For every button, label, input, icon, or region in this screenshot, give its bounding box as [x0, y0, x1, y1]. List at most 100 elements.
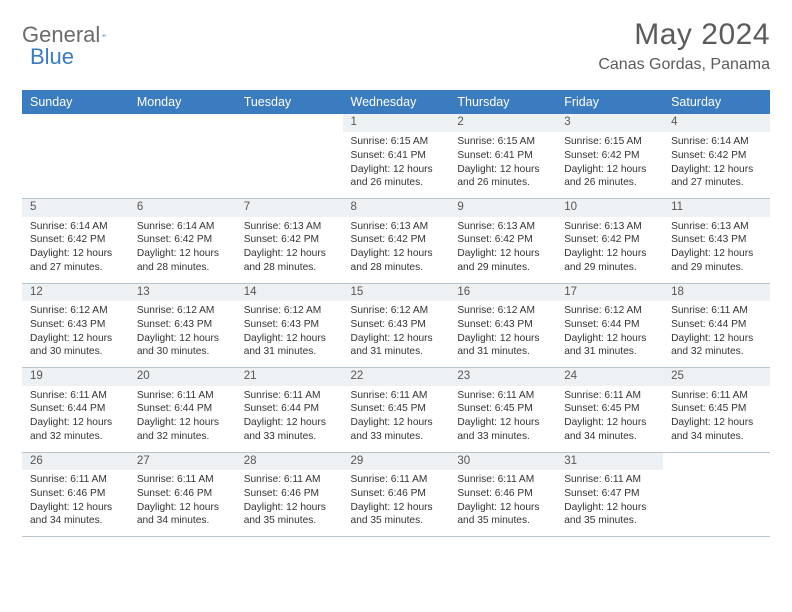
daylight-line: Daylight: 12 hours and 35 minutes.	[457, 501, 548, 529]
sunset-line: Sunset: 6:43 PM	[351, 318, 442, 332]
daylight-line: Daylight: 12 hours and 31 minutes.	[457, 332, 548, 360]
daylight-line: Daylight: 12 hours and 29 minutes.	[671, 247, 762, 275]
brand-text-2: Blue	[30, 44, 74, 70]
weekday-header: Sunday	[22, 90, 129, 114]
sunset-line: Sunset: 6:44 PM	[30, 402, 121, 416]
sunset-line: Sunset: 6:42 PM	[564, 233, 655, 247]
day-number-cell: 23	[449, 368, 556, 386]
day-content-cell: Sunrise: 6:14 AMSunset: 6:42 PMDaylight:…	[663, 132, 770, 198]
day-content-row: Sunrise: 6:15 AMSunset: 6:41 PMDaylight:…	[22, 132, 770, 198]
daylight-line: Daylight: 12 hours and 27 minutes.	[671, 163, 762, 191]
sunrise-line: Sunrise: 6:13 AM	[457, 220, 548, 234]
weekday-header: Monday	[129, 90, 236, 114]
daylight-line: Daylight: 12 hours and 35 minutes.	[564, 501, 655, 529]
daylight-line: Daylight: 12 hours and 34 minutes.	[30, 501, 121, 529]
daylight-line: Daylight: 12 hours and 28 minutes.	[351, 247, 442, 275]
sunrise-line: Sunrise: 6:11 AM	[671, 389, 762, 403]
day-number-cell: 30	[449, 452, 556, 470]
sunset-line: Sunset: 6:43 PM	[244, 318, 335, 332]
day-number-cell: 6	[129, 199, 236, 217]
day-content-cell: Sunrise: 6:12 AMSunset: 6:43 PMDaylight:…	[129, 301, 236, 367]
day-content-row: Sunrise: 6:12 AMSunset: 6:43 PMDaylight:…	[22, 301, 770, 367]
sunset-line: Sunset: 6:46 PM	[137, 487, 228, 501]
day-content-cell: Sunrise: 6:11 AMSunset: 6:44 PMDaylight:…	[22, 386, 129, 452]
day-number-cell: 12	[22, 283, 129, 301]
sunset-line: Sunset: 6:46 PM	[244, 487, 335, 501]
day-number-cell: 4	[663, 114, 770, 132]
day-content-cell: Sunrise: 6:11 AMSunset: 6:47 PMDaylight:…	[556, 470, 663, 536]
sunset-line: Sunset: 6:44 PM	[671, 318, 762, 332]
daylight-line: Daylight: 12 hours and 32 minutes.	[137, 416, 228, 444]
sunrise-line: Sunrise: 6:11 AM	[244, 389, 335, 403]
sunset-line: Sunset: 6:42 PM	[564, 149, 655, 163]
day-number-row: 567891011	[22, 199, 770, 217]
page-header: General May 2024 Canas Gordas, Panama	[22, 18, 770, 74]
daylight-line: Daylight: 12 hours and 31 minutes.	[351, 332, 442, 360]
sunset-line: Sunset: 6:46 PM	[457, 487, 548, 501]
day-content-cell: Sunrise: 6:11 AMSunset: 6:46 PMDaylight:…	[449, 470, 556, 536]
daylight-line: Daylight: 12 hours and 31 minutes.	[244, 332, 335, 360]
day-number-cell: 5	[22, 199, 129, 217]
sunrise-line: Sunrise: 6:14 AM	[30, 220, 121, 234]
sunrise-line: Sunrise: 6:11 AM	[137, 473, 228, 487]
day-content-cell: Sunrise: 6:12 AMSunset: 6:43 PMDaylight:…	[449, 301, 556, 367]
day-number-cell: 11	[663, 199, 770, 217]
daylight-line: Daylight: 12 hours and 35 minutes.	[351, 501, 442, 529]
daylight-line: Daylight: 12 hours and 33 minutes.	[244, 416, 335, 444]
day-number-cell: 24	[556, 368, 663, 386]
day-content-cell: Sunrise: 6:15 AMSunset: 6:41 PMDaylight:…	[343, 132, 450, 198]
day-number-cell: 20	[129, 368, 236, 386]
daylight-line: Daylight: 12 hours and 33 minutes.	[457, 416, 548, 444]
sunset-line: Sunset: 6:45 PM	[351, 402, 442, 416]
daylight-line: Daylight: 12 hours and 34 minutes.	[564, 416, 655, 444]
sunrise-line: Sunrise: 6:11 AM	[564, 389, 655, 403]
day-number-cell: 19	[22, 368, 129, 386]
day-content-cell: Sunrise: 6:13 AMSunset: 6:43 PMDaylight:…	[663, 217, 770, 283]
daylight-line: Daylight: 12 hours and 27 minutes.	[30, 247, 121, 275]
sunrise-line: Sunrise: 6:11 AM	[244, 473, 335, 487]
sunset-line: Sunset: 6:43 PM	[671, 233, 762, 247]
month-title: May 2024	[598, 18, 770, 52]
sunrise-line: Sunrise: 6:11 AM	[30, 389, 121, 403]
sunset-line: Sunset: 6:45 PM	[671, 402, 762, 416]
daylight-line: Daylight: 12 hours and 26 minutes.	[564, 163, 655, 191]
day-number-cell: 26	[22, 452, 129, 470]
day-number-cell: 17	[556, 283, 663, 301]
day-number-cell: 25	[663, 368, 770, 386]
day-content-cell: Sunrise: 6:13 AMSunset: 6:42 PMDaylight:…	[343, 217, 450, 283]
day-number-cell	[129, 114, 236, 132]
sunrise-line: Sunrise: 6:11 AM	[351, 473, 442, 487]
sunrise-line: Sunrise: 6:11 AM	[671, 304, 762, 318]
day-content-cell: Sunrise: 6:14 AMSunset: 6:42 PMDaylight:…	[22, 217, 129, 283]
sunset-line: Sunset: 6:44 PM	[564, 318, 655, 332]
sunrise-line: Sunrise: 6:11 AM	[564, 473, 655, 487]
day-content-cell: Sunrise: 6:11 AMSunset: 6:45 PMDaylight:…	[556, 386, 663, 452]
day-content-cell	[663, 470, 770, 536]
sunrise-line: Sunrise: 6:15 AM	[351, 135, 442, 149]
day-content-cell: Sunrise: 6:11 AMSunset: 6:44 PMDaylight:…	[663, 301, 770, 367]
daylight-line: Daylight: 12 hours and 26 minutes.	[351, 163, 442, 191]
sunset-line: Sunset: 6:42 PM	[457, 233, 548, 247]
sunrise-line: Sunrise: 6:14 AM	[671, 135, 762, 149]
day-content-cell: Sunrise: 6:11 AMSunset: 6:45 PMDaylight:…	[449, 386, 556, 452]
day-number-cell	[663, 452, 770, 470]
calendar-table: Sunday Monday Tuesday Wednesday Thursday…	[22, 90, 770, 537]
sunrise-line: Sunrise: 6:15 AM	[457, 135, 548, 149]
sunset-line: Sunset: 6:45 PM	[564, 402, 655, 416]
day-number-row: 19202122232425	[22, 368, 770, 386]
sunrise-line: Sunrise: 6:12 AM	[137, 304, 228, 318]
day-content-cell: Sunrise: 6:13 AMSunset: 6:42 PMDaylight:…	[236, 217, 343, 283]
sunrise-line: Sunrise: 6:13 AM	[671, 220, 762, 234]
sunset-line: Sunset: 6:42 PM	[244, 233, 335, 247]
day-content-cell: Sunrise: 6:11 AMSunset: 6:46 PMDaylight:…	[236, 470, 343, 536]
day-number-cell: 29	[343, 452, 450, 470]
day-content-cell: Sunrise: 6:12 AMSunset: 6:43 PMDaylight:…	[236, 301, 343, 367]
sunrise-line: Sunrise: 6:12 AM	[564, 304, 655, 318]
sunrise-line: Sunrise: 6:11 AM	[137, 389, 228, 403]
sunset-line: Sunset: 6:42 PM	[351, 233, 442, 247]
daylight-line: Daylight: 12 hours and 28 minutes.	[244, 247, 335, 275]
day-number-cell: 16	[449, 283, 556, 301]
location-label: Canas Gordas, Panama	[598, 56, 770, 74]
day-number-cell: 31	[556, 452, 663, 470]
day-content-cell	[236, 132, 343, 198]
